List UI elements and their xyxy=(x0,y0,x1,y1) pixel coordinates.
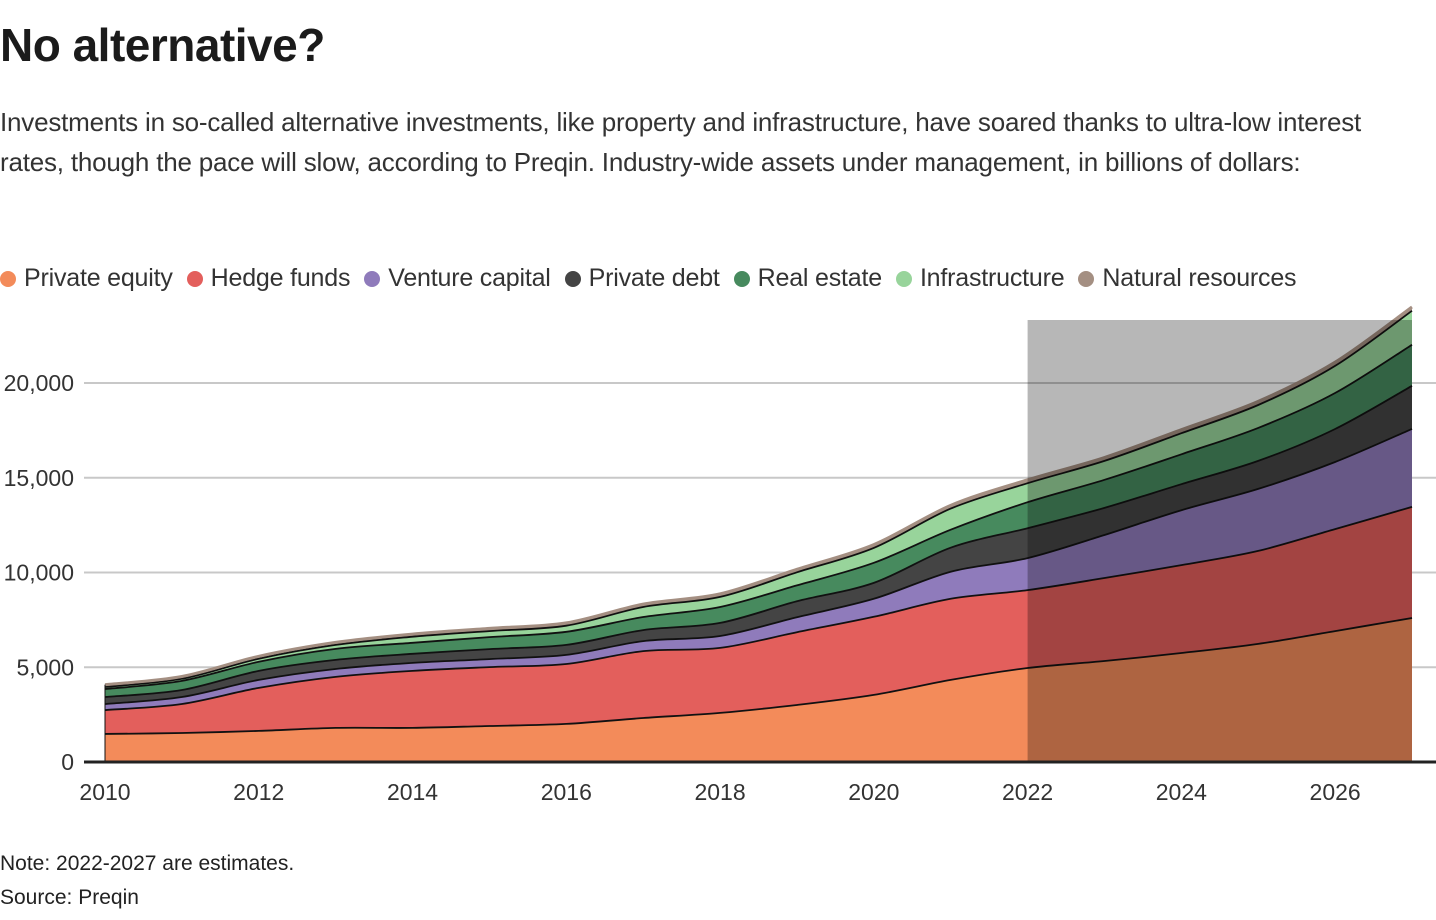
legend-label: Infrastructure xyxy=(919,264,1065,292)
legend-swatch-private-debt xyxy=(564,270,581,287)
x-tick-label: 2018 xyxy=(694,779,745,805)
estimates-shaded-region xyxy=(1027,320,1412,762)
x-tick-label: 2014 xyxy=(387,779,438,805)
y-tick-label: 0 xyxy=(61,749,74,775)
legend-swatch-hedge-funds xyxy=(186,270,203,287)
area-hedge-funds xyxy=(105,506,1412,734)
x-tick-label: 2020 xyxy=(848,779,899,805)
legend-label: Private debt xyxy=(588,264,720,292)
y-tick-label: 10,000 xyxy=(4,560,74,586)
chart-source: Source: Preqin xyxy=(0,886,139,909)
legend-item-private-equity: Private equity xyxy=(0,264,173,293)
legend-swatch-private-equity xyxy=(0,270,16,287)
legend-swatch-real-estate xyxy=(733,270,750,287)
legend-item-real-estate: Real estate xyxy=(733,264,882,293)
x-tick-label: 2022 xyxy=(1002,779,1053,805)
legend-label: Venture capital xyxy=(388,264,551,292)
stacked-area-chart: 0 5,000 10,000 15,000 20,000 2010 2012 2014 2016… xyxy=(4,305,1436,805)
x-tick-label: 2016 xyxy=(541,779,592,805)
legend-label: Real estate xyxy=(757,264,882,292)
x-tick-label: 2024 xyxy=(1156,779,1207,805)
legend-item-hedge-funds: Hedge funds xyxy=(186,264,351,293)
y-tick-label: 5,000 xyxy=(16,654,74,680)
legend-item-venture-capital: Venture capital xyxy=(364,264,551,293)
legend-item-natural-resources: Natural resources xyxy=(1078,264,1297,293)
legend-item-private-debt: Private debt xyxy=(564,264,720,293)
legend-label: Hedge funds xyxy=(210,264,351,292)
legend-item-infrastructure: Infrastructure xyxy=(895,264,1065,293)
x-tick-label: 2010 xyxy=(79,779,130,805)
chart-note: Note: 2022-2027 are estimates. xyxy=(0,852,295,875)
legend-label: Natural resources xyxy=(1102,264,1297,292)
axes: 0 5,000 10,000 15,000 20,000 2010 2012 2014 2016… xyxy=(4,370,1436,805)
estimate-shading xyxy=(1027,320,1412,762)
legend-label: Private equity xyxy=(24,264,173,292)
legend: Private equity Hedge funds Venture capital… xyxy=(0,264,1310,293)
x-tick-label: 2026 xyxy=(1310,779,1361,805)
legend-swatch-venture-capital xyxy=(364,270,381,287)
legend-swatch-infrastructure xyxy=(895,270,912,287)
x-tick-label: 2012 xyxy=(233,779,284,805)
chart-title: No alternative? xyxy=(0,19,325,71)
y-tick-label: 15,000 xyxy=(4,465,74,491)
y-tick-label: 20,000 xyxy=(4,370,74,396)
chart-subtitle: Investments in so-called alternative inv… xyxy=(0,107,1362,177)
legend-swatch-natural-resources xyxy=(1078,270,1095,287)
